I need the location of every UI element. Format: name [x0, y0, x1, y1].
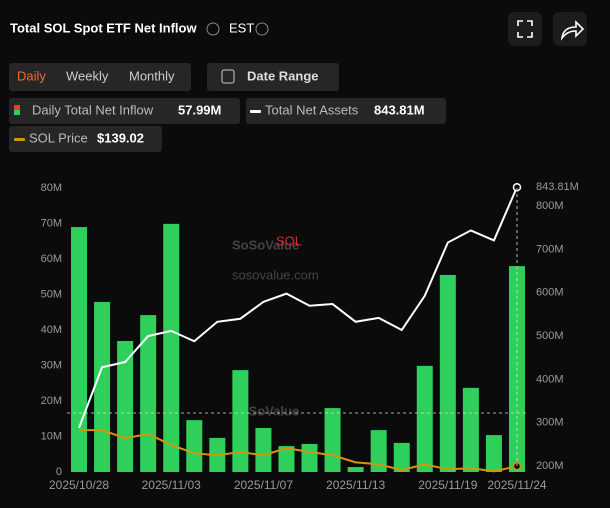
- legend-chip[interactable]: [9, 98, 240, 124]
- calendar-icon: [221, 69, 235, 84]
- y2-tick-label: 500M: [536, 330, 564, 342]
- y2-tick-label: 800M: [536, 200, 564, 212]
- bar: [140, 315, 157, 472]
- weekly-button[interactable]: Weekly: [66, 68, 109, 83]
- monthly-button[interactable]: Monthly: [129, 68, 175, 83]
- legend-label: SOL Price: [29, 130, 88, 145]
- legend-value: 843.81M: [374, 102, 425, 117]
- end-marker: [512, 461, 522, 471]
- bar: [94, 301, 111, 472]
- x-tick-label: 2025/11/24: [487, 478, 546, 492]
- watermark: SoSoValue sosovalue.com SoSoValue: [232, 237, 319, 418]
- current-value-label: 843.81M: [536, 181, 579, 193]
- line: [79, 429, 518, 473]
- y-tick-label: 30M: [41, 359, 62, 371]
- bar: [393, 442, 410, 472]
- x-tick-label: 2025/11/07: [234, 478, 293, 492]
- watermark-url: sosovalue.com: [232, 267, 319, 282]
- y-tick-label: 20M: [41, 395, 62, 407]
- info-icon[interactable]: [255, 22, 269, 36]
- y2-tick-label: 700M: [536, 243, 564, 255]
- y-tick-label: 60M: [41, 253, 62, 265]
- y-tick-label: 0: [56, 466, 62, 478]
- bar: [301, 443, 318, 472]
- x-tick-label: 2025/11/03: [142, 478, 201, 492]
- line: [78, 186, 518, 429]
- watermark-brand: SoSoValue: [232, 237, 299, 252]
- date-range-label: Date Range: [247, 68, 319, 83]
- period-toggle: [9, 63, 191, 91]
- fullscreen-icon: [517, 20, 533, 38]
- bar: [186, 420, 203, 472]
- bar: [117, 341, 134, 472]
- y-tick-label: 40M: [41, 324, 62, 336]
- bar: [439, 274, 456, 472]
- legend-value: 57.99M: [178, 102, 221, 117]
- fullscreen-button[interactable]: [508, 12, 542, 46]
- y2-tick-label: 200M: [536, 460, 564, 472]
- bar: [324, 408, 341, 472]
- bar: [485, 435, 502, 472]
- annotation: SOL: [276, 233, 302, 248]
- timezone: EST: [229, 20, 254, 35]
- x-tick-label: 2025/11/13: [326, 478, 385, 492]
- info-icon[interactable]: [206, 22, 220, 36]
- legend-swatch: [14, 138, 25, 141]
- bar: [370, 430, 387, 472]
- legend-swatch: [14, 110, 20, 115]
- x-tick-label: 2025/11/19: [418, 478, 477, 492]
- title: Total SOL Spot ETF Net Inflow: [10, 20, 197, 35]
- y-tick-label: 10M: [41, 430, 62, 442]
- bar: [255, 427, 272, 472]
- date-range-button[interactable]: [207, 63, 339, 91]
- legend-label: Daily Total Net Inflow: [32, 102, 154, 117]
- bar: [462, 387, 479, 472]
- plot: 0 10M 20M 30M 40M 50M 60M 70M 80M 200M 300M 400M 500…: [41, 181, 579, 492]
- bar: [71, 227, 88, 472]
- y2-tick-label: 300M: [536, 417, 564, 429]
- legend-swatch: [250, 110, 261, 113]
- legend-label: Total Net Assets: [265, 102, 359, 117]
- legend-swatch: [14, 105, 20, 110]
- y2-tick-label: 400M: [536, 373, 564, 385]
- y-tick-label: 80M: [41, 182, 62, 194]
- daily-button[interactable]: Daily: [17, 68, 46, 83]
- y2-tick-label: 600M: [536, 287, 564, 299]
- y-tick-label: 50M: [41, 288, 62, 300]
- bar: [278, 446, 295, 472]
- legend-value: $139.02: [97, 130, 144, 145]
- x-tick-label: 2025/10/28: [49, 478, 109, 492]
- watermark-brand: SoSoValue: [232, 403, 299, 418]
- bar: [416, 365, 433, 472]
- legend-chip[interactable]: [9, 126, 162, 152]
- bar: [347, 467, 364, 472]
- legend-chip[interactable]: [246, 98, 446, 124]
- bar: [163, 223, 180, 472]
- share-icon: [560, 20, 585, 41]
- bar: [232, 370, 249, 472]
- y-tick-label: 70M: [41, 217, 62, 229]
